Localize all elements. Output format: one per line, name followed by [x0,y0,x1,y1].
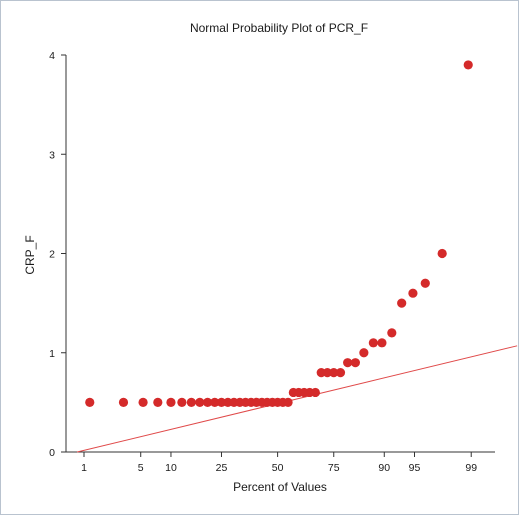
x-tick-label: 90 [378,462,390,474]
data-point [368,338,378,348]
y-tick-label: 4 [49,50,55,62]
x-tick-label: 50 [272,462,284,474]
axes [65,55,495,453]
reference-line [77,345,518,453]
data-point [437,248,447,259]
data-point [216,397,227,407]
data-point [377,338,387,348]
x-tick-label: 25 [216,462,228,474]
data-point [202,397,213,407]
data-point [310,387,320,398]
data-point [118,397,129,407]
data-point [186,397,196,407]
x-tick-label: 10 [165,462,177,474]
y-axis-label: CRP_F [23,235,37,274]
data-point [343,358,353,368]
data-point [329,368,339,378]
y-tick-label: 2 [49,249,55,261]
data-point [322,368,332,378]
data-point [283,397,293,407]
data-point [153,397,163,407]
x-tick-label: 75 [328,462,340,474]
x-tick-label: 99 [465,462,477,474]
x-tick-label: 5 [138,462,144,474]
ticks: 0 1 2 3 4 1 5 10 25 50 75 90 95 99 [49,50,477,474]
data-point [85,397,95,407]
y-tick-label: 0 [49,447,55,459]
y-tick-label: 3 [49,149,55,161]
data-point [138,397,148,407]
data-point [463,60,473,70]
data-point [210,397,220,407]
x-axis-label: Percent of Values [233,480,327,494]
data-point [408,288,418,298]
x-tick-label: 95 [409,462,421,474]
data-point [335,368,346,378]
data-point [420,278,430,288]
data-point [195,397,205,407]
x-tick-label: 1 [81,462,87,474]
chart-title: Normal Probability Plot of PCR_F [190,21,368,35]
data-point [359,348,369,358]
data-point [387,328,397,338]
data-point [177,397,187,407]
data-point [350,358,360,368]
data-points [85,60,473,407]
data-point [397,298,407,308]
reference-line-group [77,345,518,453]
data-point [166,397,176,407]
y-tick-label: 1 [49,348,55,360]
